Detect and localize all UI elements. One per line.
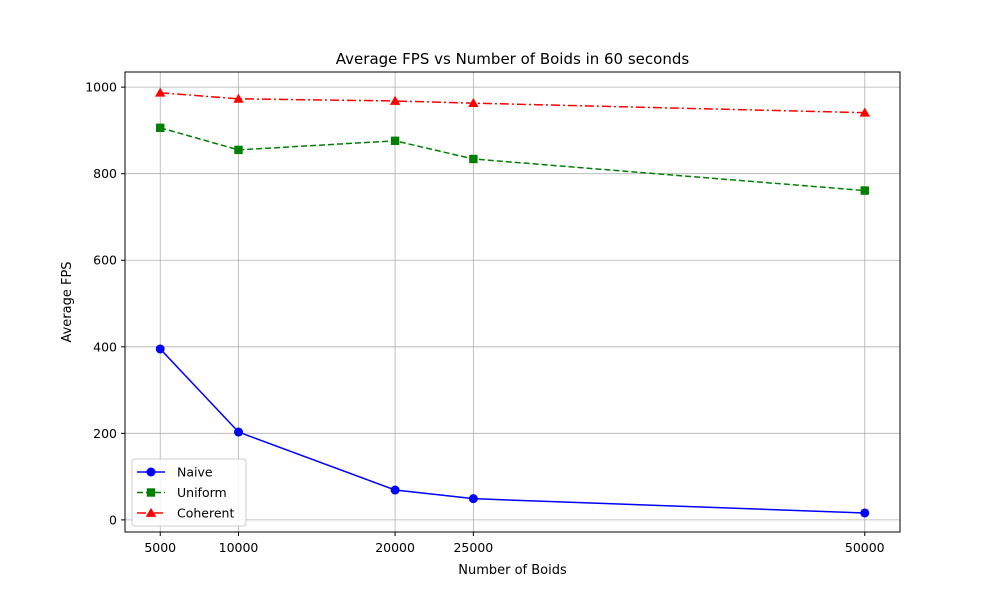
x-tick-label: 10000 bbox=[219, 540, 259, 555]
legend: Naive Uniform Coherent bbox=[131, 458, 247, 527]
data-point-coherent bbox=[389, 95, 401, 105]
y-tick-label: 0 bbox=[109, 512, 117, 527]
data-point-coherent bbox=[233, 93, 244, 103]
series-layer bbox=[155, 87, 870, 518]
x-tick-label: 20000 bbox=[375, 540, 415, 555]
series-naive bbox=[155, 344, 870, 518]
data-point-uniform bbox=[234, 145, 243, 155]
y-tick-label: 1000 bbox=[85, 80, 117, 95]
series-uniform bbox=[156, 123, 869, 195]
data-point-uniform bbox=[156, 123, 165, 133]
legend-label-uniform: Uniform bbox=[177, 485, 227, 500]
x-tick-label: 25000 bbox=[453, 540, 493, 555]
data-point-uniform bbox=[860, 186, 869, 195]
data-point-uniform bbox=[390, 136, 400, 146]
chart-title: Average FPS vs Number of Boids in 60 sec… bbox=[336, 50, 690, 68]
legend-marker-naive bbox=[146, 467, 156, 477]
x-axis-label: Number of Boids bbox=[458, 563, 567, 578]
data-point-naive bbox=[468, 494, 478, 504]
data-point-naive bbox=[234, 427, 244, 437]
plot-area-frame bbox=[124, 71, 901, 533]
x-tick-label: 5000 bbox=[144, 540, 176, 555]
data-point-naive bbox=[860, 508, 870, 518]
data-point-uniform bbox=[469, 154, 478, 164]
y-tick-label: 600 bbox=[93, 253, 117, 268]
series-line-coherent bbox=[160, 92, 865, 114]
legend-box bbox=[131, 458, 247, 527]
data-point-coherent bbox=[155, 87, 166, 97]
y-tick-label: 200 bbox=[93, 426, 117, 441]
axis-ticks: 5000 10000 20000 25000 50000 0 200 400 600 800 100… bbox=[85, 80, 885, 555]
y-tick-label: 800 bbox=[93, 166, 117, 181]
series-line-uniform bbox=[160, 127, 865, 192]
grid-lines bbox=[125, 72, 900, 532]
data-point-naive bbox=[155, 344, 165, 354]
y-axis-label: Average FPS bbox=[60, 261, 75, 342]
data-point-coherent bbox=[859, 107, 870, 117]
legend-label-naive: Naive bbox=[177, 465, 213, 480]
series-coherent bbox=[155, 87, 870, 117]
data-point-coherent bbox=[468, 97, 479, 108]
legend-marker-uniform bbox=[146, 488, 156, 497]
x-tick-label: 50000 bbox=[845, 540, 885, 555]
y-tick-label: 400 bbox=[93, 339, 117, 354]
series-line-naive bbox=[159, 348, 865, 514]
legend-label-coherent: Coherent bbox=[177, 506, 234, 521]
legend-marker-coherent bbox=[145, 507, 157, 517]
data-point-naive bbox=[390, 485, 400, 495]
